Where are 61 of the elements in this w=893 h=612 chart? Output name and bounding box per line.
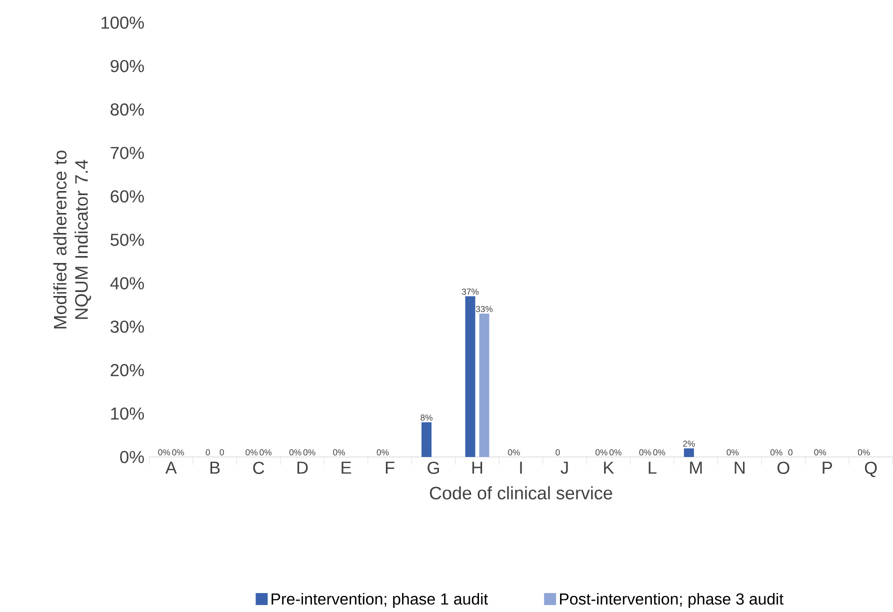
data-label: 0% [376, 449, 389, 456]
y-tick-label: 40% [110, 277, 144, 290]
data-label: 2% [683, 440, 695, 447]
data-label: 0% [770, 449, 782, 456]
data-label: 0% [596, 449, 608, 456]
y-axis-title: Modified adherence to NQUM Indicator 7.4 [53, 150, 92, 328]
x-tick-label: E [342, 462, 352, 474]
data-label: 8% [420, 414, 432, 421]
bar [684, 448, 694, 458]
data-label: 0% [260, 449, 272, 456]
y-tick-label: 0% [120, 450, 144, 464]
x-tick-label: J [560, 462, 568, 474]
x-tick-label: D [297, 462, 308, 474]
x-tick-label: G [428, 462, 439, 474]
data-label: 0% [289, 449, 302, 456]
bar [422, 422, 432, 458]
bar [479, 314, 490, 458]
y-tick-label: 10% [111, 408, 144, 420]
data-label: 0 [206, 449, 210, 456]
y-tick-label: 60% [110, 190, 144, 203]
x-tick-label: N [734, 462, 745, 474]
data-label: 0% [653, 449, 666, 456]
x-tick-label: O [777, 462, 790, 474]
x-tick-label: I [520, 462, 522, 474]
y-tick-label: 30% [110, 320, 144, 333]
x-tick-label: M [690, 462, 702, 474]
x-tick-label: H [472, 462, 482, 474]
data-label: 0% [726, 449, 739, 456]
legend-label: Post-intervention; phase 3 audit [560, 593, 784, 608]
data-label: 0% [303, 449, 316, 456]
y-tick-label: 70% [110, 146, 144, 160]
x-tick-label: B [210, 462, 220, 474]
x-tick-label: L [648, 462, 656, 474]
data-label: 0 [788, 449, 792, 456]
x-tick-label: K [604, 462, 614, 474]
y-tick-label: 100% [102, 16, 144, 29]
x-tick-label: A [165, 462, 177, 474]
data-label: 0% [639, 449, 652, 456]
data-label: 0 [220, 449, 224, 456]
bar [465, 296, 476, 458]
x-tick-label: F [386, 462, 394, 474]
data-label: 0% [610, 449, 622, 456]
x-tick-label: C [253, 462, 264, 474]
x-tick-label: P [822, 462, 832, 474]
x-tick-label: Q [864, 462, 877, 478]
data-label: 0% [508, 449, 520, 456]
data-label: 0% [158, 449, 170, 456]
data-label: 33% [476, 306, 493, 312]
y-tick-label: 80% [110, 103, 144, 116]
data-label: 0% [858, 449, 870, 456]
legend-label: Pre-intervention; phase 1 audit [272, 593, 488, 608]
y-tick-label: 90% [110, 60, 144, 72]
y-tick-label: 20% [110, 364, 144, 376]
data-label: 37% [462, 288, 479, 295]
x-axis-title: Code of clinical service [430, 486, 612, 500]
data-label: 0% [246, 449, 258, 456]
y-tick-label: 50% [110, 234, 144, 246]
data-label: 0% [333, 449, 345, 456]
data-label: 0% [172, 449, 184, 456]
data-label: 0% [814, 449, 826, 456]
data-label: 0 [556, 449, 560, 456]
